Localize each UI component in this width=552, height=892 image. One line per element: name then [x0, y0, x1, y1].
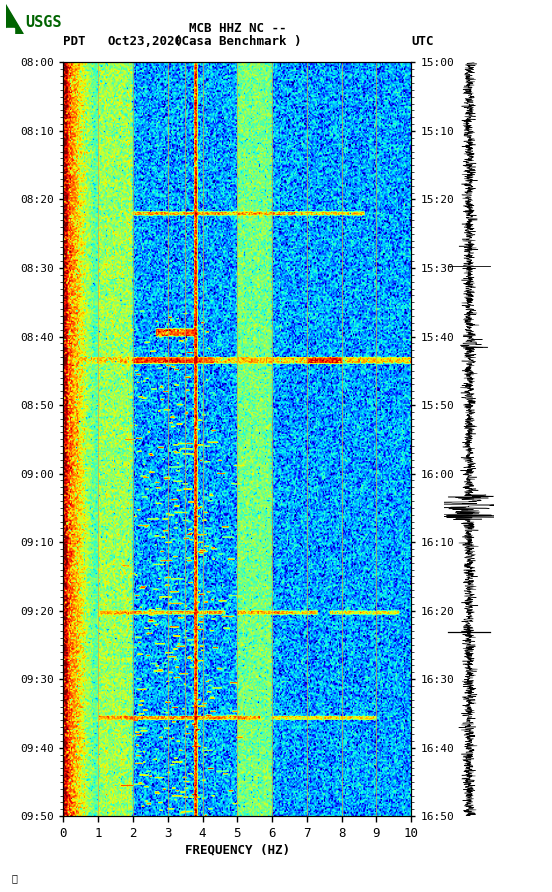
Polygon shape [6, 4, 23, 34]
Text: (Casa Benchmark ): (Casa Benchmark ) [174, 35, 301, 48]
Text: Oct23,2020: Oct23,2020 [108, 35, 183, 48]
X-axis label: FREQUENCY (HZ): FREQUENCY (HZ) [185, 844, 290, 856]
Polygon shape [6, 28, 14, 34]
Text: UTC: UTC [411, 35, 434, 48]
Text: Ⓜ: Ⓜ [11, 873, 17, 883]
Text: PDT: PDT [63, 35, 86, 48]
Text: USGS: USGS [25, 14, 62, 29]
Text: MCB HHZ NC --: MCB HHZ NC -- [189, 22, 286, 36]
